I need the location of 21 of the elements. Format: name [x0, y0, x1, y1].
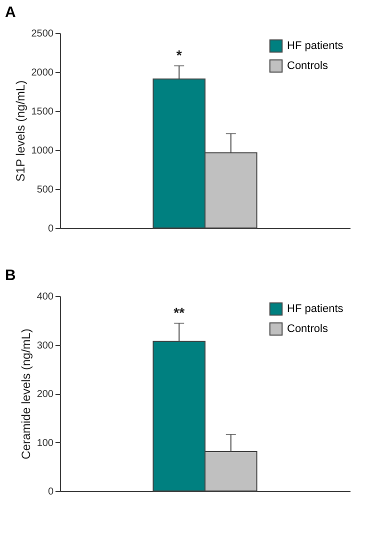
y-tick-label: 2000: [31, 68, 54, 78]
annotation: *: [176, 46, 182, 63]
y-axis-title: S1P levels (ng/mL): [13, 80, 28, 182]
y-tick-label: 1500: [31, 106, 54, 118]
y-tick-label: 300: [36, 340, 54, 352]
y-tick-label: 1000: [31, 146, 54, 156]
annotation: **: [174, 304, 186, 320]
chart-title: B: [5, 267, 16, 284]
y-tick-label: 2500: [31, 28, 54, 40]
y-tick-label: 500: [36, 184, 54, 196]
legend-label: HF patients: [287, 40, 344, 52]
y-tick-label: 200: [36, 389, 54, 400]
legend-label: Controls: [287, 323, 328, 335]
y-tick-label: 100: [36, 438, 54, 449]
legend-label: HF patients: [287, 303, 344, 315]
legend-label: Controls: [287, 60, 328, 72]
y-axis-title: Ceramide levels (ng/mL): [18, 328, 33, 460]
y-tick-label: 0: [48, 486, 54, 498]
y-tick-label: 400: [36, 292, 54, 302]
y-tick-label: 0: [48, 224, 54, 234]
chart-title: A: [5, 4, 16, 21]
